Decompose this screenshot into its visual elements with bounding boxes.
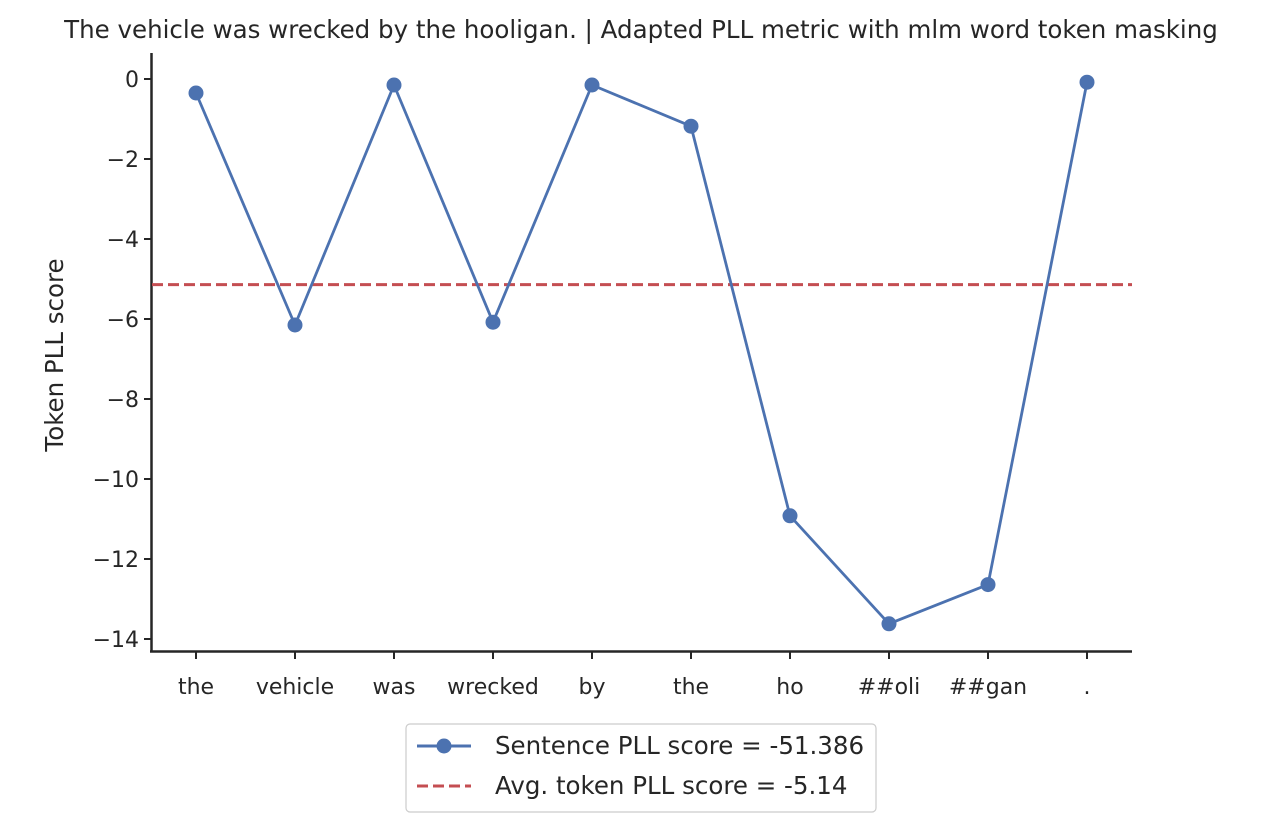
y-tick-label: −12 [93,548,139,573]
data-point-4 [584,77,600,93]
x-ticks: the vehicle was wrecked by the ho ##oli ##gan. [178,651,1091,700]
y-axis-label: Token PLL score [40,258,69,452]
data-point-1 [287,317,303,333]
x-tick-label: vehicle [256,675,334,700]
x-tick-label: ##gan [949,675,1027,700]
y-tick-label: −2 [107,148,139,173]
x-tick-label: the [178,675,214,700]
data-point-5 [683,118,699,134]
y-tick-label: −10 [93,468,139,493]
chart-title: The vehicle was wrecked by the hooligan.… [63,15,1218,44]
series-line [194,81,1089,626]
x-tick-label: ho [776,675,803,700]
data-point-0 [188,85,204,101]
x-tick-label: the [673,675,709,700]
data-point-9 [1079,74,1095,90]
y-ticks: 0 −2 −4 −6 −8 −10 −12 −14 [93,68,152,653]
axes [150,53,1132,653]
data-point-2 [386,77,402,93]
y-tick-label: −14 [93,628,139,653]
x-tick-label: was [373,675,416,700]
x-tick-label: wrecked [447,675,539,700]
x-tick-label: . [1084,675,1091,700]
y-tick-label: −8 [107,388,139,413]
x-tick-label: by [579,675,606,700]
legend-series-label: Sentence PLL score = -51.386 [495,731,864,760]
legend-refline-label: Avg. token PLL score = -5.14 [495,771,847,800]
legend: Sentence PLL score = -51.386 Avg. token … [405,723,877,813]
x-tick-label: ##oli [858,675,921,700]
data-point-8 [980,577,996,593]
data-point-3 [485,314,501,330]
y-axis-title: Token PLL score [40,258,69,452]
y-tick-label: 0 [125,68,139,93]
y-tick-label: −4 [107,228,139,253]
legend-series-marker [436,738,452,754]
y-tick-label: −6 [107,308,139,333]
data-point-6 [782,508,798,524]
data-point-7 [881,616,897,632]
series-layer [188,74,1095,632]
legend-box [405,723,877,813]
